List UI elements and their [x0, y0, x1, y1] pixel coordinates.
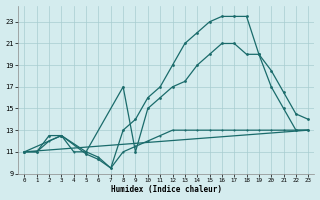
- X-axis label: Humidex (Indice chaleur): Humidex (Indice chaleur): [111, 185, 222, 194]
